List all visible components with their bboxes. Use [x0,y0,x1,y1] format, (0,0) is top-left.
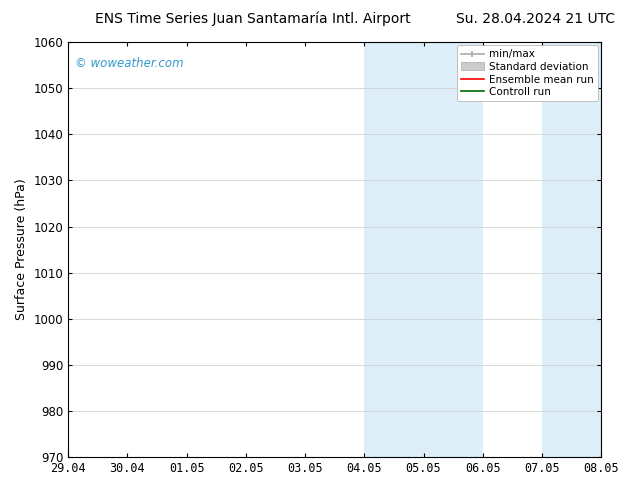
Text: Su. 28.04.2024 21 UTC: Su. 28.04.2024 21 UTC [456,12,615,26]
Legend: min/max, Standard deviation, Ensemble mean run, Controll run: min/max, Standard deviation, Ensemble me… [457,45,598,101]
Text: ENS Time Series Juan Santamaría Intl. Airport: ENS Time Series Juan Santamaría Intl. Ai… [95,12,411,26]
Bar [542,42,631,457]
Bar [365,42,424,457]
Bar [424,42,482,457]
Y-axis label: Surface Pressure (hPa): Surface Pressure (hPa) [15,179,28,320]
Text: © woweather.com: © woweather.com [75,56,183,70]
